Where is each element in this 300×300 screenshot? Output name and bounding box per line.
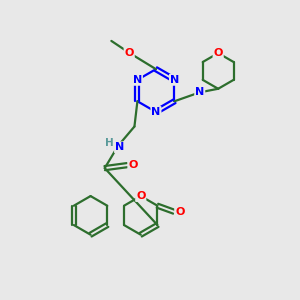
Text: H: H [105,139,114,148]
Text: N: N [115,142,124,152]
Text: N: N [151,107,160,117]
Text: N: N [133,75,142,85]
Text: N: N [195,87,204,97]
Text: O: O [136,191,146,201]
Text: N: N [170,75,179,85]
Text: O: O [214,48,223,58]
Text: O: O [124,48,134,58]
Text: O: O [128,160,138,170]
Text: O: O [175,207,184,217]
